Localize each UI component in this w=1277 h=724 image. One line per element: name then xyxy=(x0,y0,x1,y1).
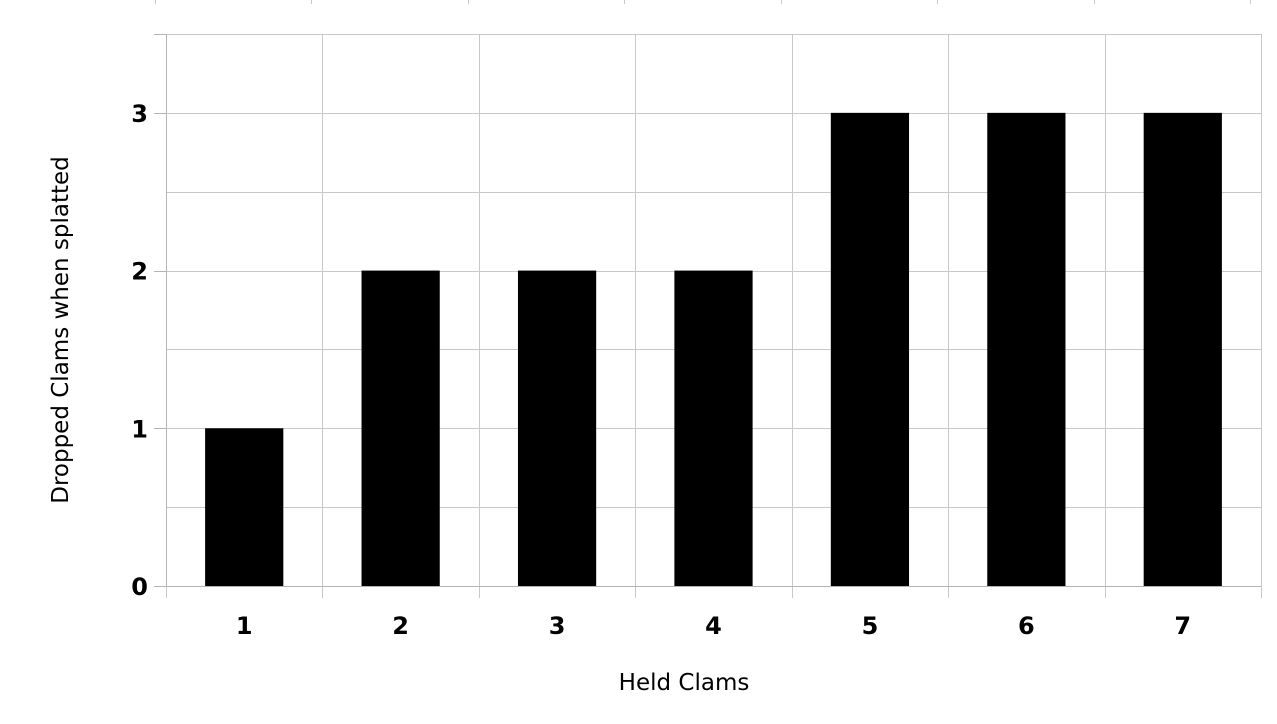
bar-5 xyxy=(830,112,910,586)
bar-4 xyxy=(674,270,753,586)
y-tick-label: 2 xyxy=(131,258,148,286)
x-tick-label: 1 xyxy=(236,612,253,640)
axes xyxy=(154,34,1261,587)
bar-3 xyxy=(517,270,597,586)
x-tick-label: 7 xyxy=(1174,612,1191,640)
bar-6 xyxy=(987,112,1066,586)
gridlines xyxy=(155,0,1262,598)
x-tick-label: 6 xyxy=(1018,612,1035,640)
x-axis-title: Held Clams xyxy=(619,670,750,696)
x-tick-label: 3 xyxy=(549,612,566,640)
y-tick-label: 1 xyxy=(131,415,148,443)
bar-1 xyxy=(205,428,284,586)
y-axis-title: Dropped Clams when splatted xyxy=(48,156,74,504)
tick-labels: 0 1 2 3 1 2 3 4 5 6 7 xyxy=(131,100,1191,640)
bars xyxy=(205,112,1222,586)
x-tick-label: 4 xyxy=(705,612,722,640)
bar-7 xyxy=(1143,112,1222,586)
y-tick-label: 0 xyxy=(131,573,148,601)
x-tick-label: 2 xyxy=(392,612,409,640)
y-tick-label: 3 xyxy=(131,100,148,128)
x-tick-label: 5 xyxy=(862,612,879,640)
bar-2 xyxy=(361,270,440,586)
